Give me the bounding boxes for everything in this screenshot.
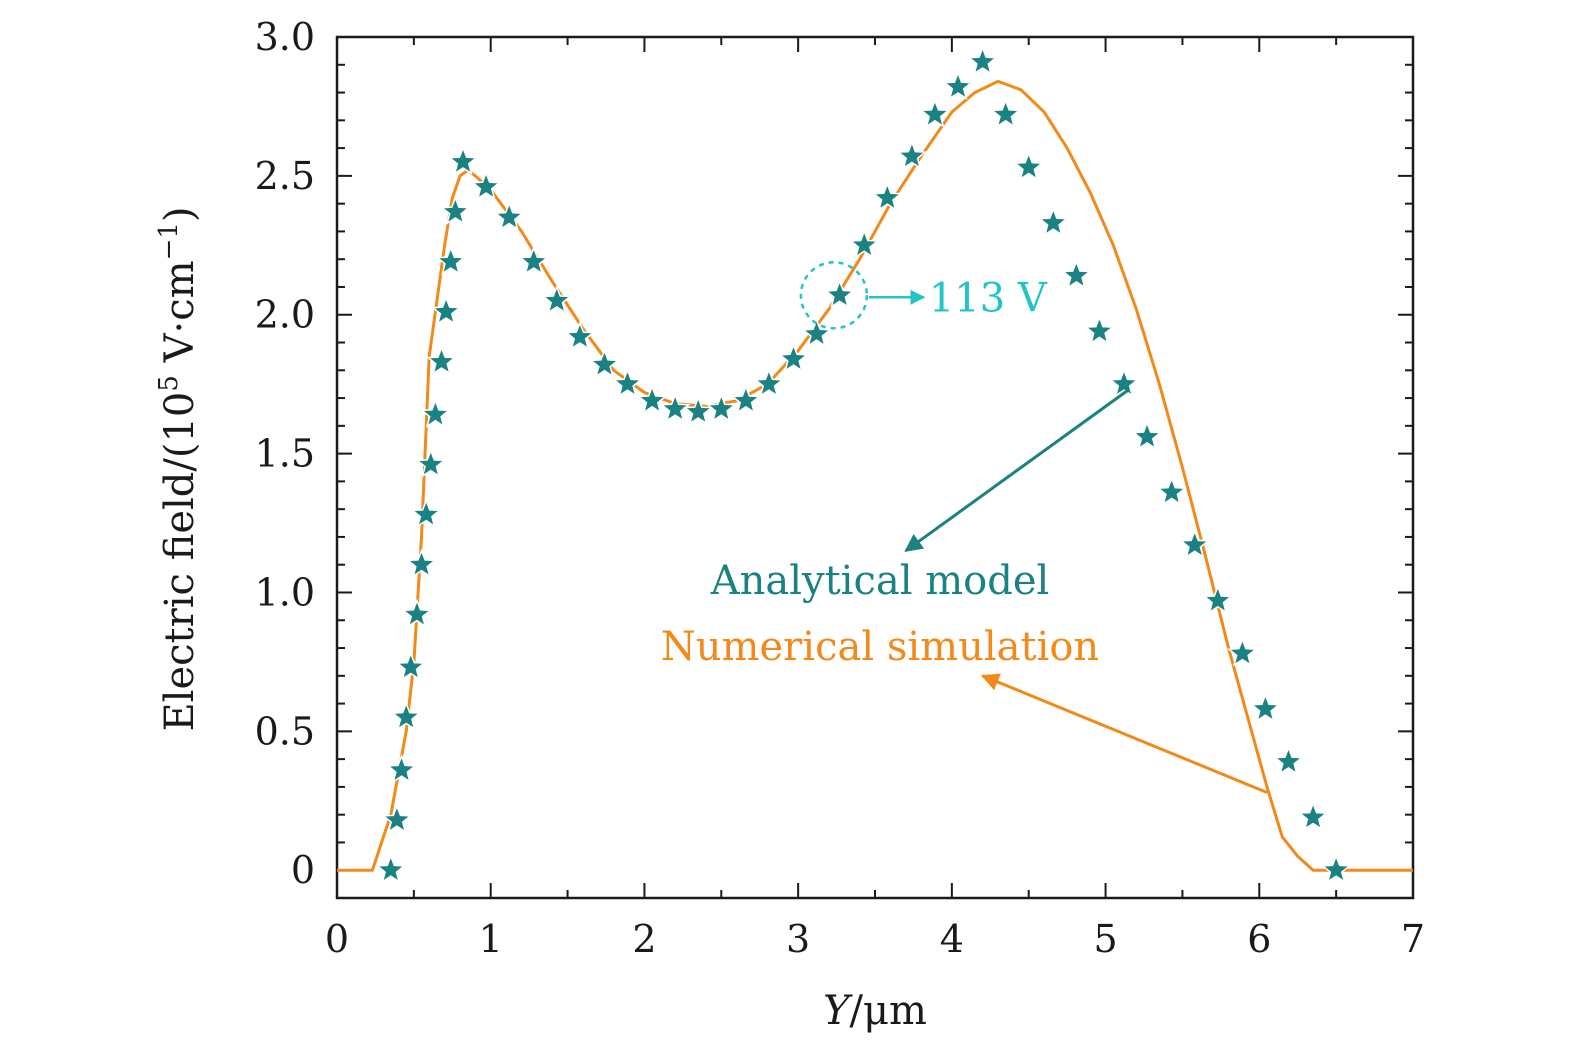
x-tick-label: 4 — [940, 917, 964, 961]
numerical-simulation-arrow — [980, 673, 1268, 794]
analytical-point — [493, 201, 525, 231]
analytical-point — [848, 229, 880, 259]
analytical-point — [386, 754, 417, 784]
analytical-point — [801, 318, 832, 348]
analytical-point — [564, 320, 596, 350]
analytical-point — [896, 140, 928, 170]
analytical-point — [659, 393, 691, 423]
x-tick-label: 6 — [1247, 917, 1271, 961]
y-axis-title-exponent-2: −1 — [154, 222, 184, 260]
analytical-point — [439, 195, 471, 225]
y-tick-label: 3.0 — [255, 15, 315, 59]
analytical-point — [381, 804, 413, 834]
analytical-point — [430, 295, 462, 325]
x-tick-label: 5 — [1093, 917, 1117, 961]
analytical-point — [1202, 584, 1234, 614]
analytical-point — [682, 395, 714, 425]
analytical-point — [426, 345, 457, 375]
analytical-point — [1156, 476, 1187, 506]
y-tick-label: 2.0 — [255, 293, 315, 337]
x-tick-label: 1 — [479, 917, 503, 961]
y-axis-title-exponent: 5 — [154, 375, 184, 392]
analytical-model-points — [375, 45, 1352, 884]
analytical-point — [778, 343, 809, 373]
analytical-point — [1273, 745, 1304, 775]
x-axis-ticks: 0 1 2 3 4 5 6 7 — [325, 37, 1425, 961]
legend-numerical-simulation: Numerical simulation — [661, 624, 1099, 670]
y-tick-label: 0 — [291, 848, 315, 892]
analytical-point — [1061, 259, 1092, 289]
analytical-point — [401, 598, 433, 628]
analytical-point — [541, 284, 573, 314]
y-axis-title-main: Electric field/(10 — [157, 392, 203, 732]
analytical-point — [470, 170, 502, 200]
analytical-point — [375, 854, 407, 884]
analytical-point — [518, 245, 550, 275]
numerical-simulation-line — [337, 79, 1413, 872]
analytical-point — [824, 279, 855, 309]
analytical-point — [1250, 693, 1281, 723]
plot-frame — [335, 35, 1415, 900]
y-tick-label: 1.5 — [255, 432, 315, 476]
analytical-point — [1131, 420, 1163, 451]
analytical-point — [753, 368, 785, 398]
y-axis-title-unit: V·cm — [157, 260, 203, 375]
analytical-point — [730, 384, 762, 414]
analytical-point — [447, 145, 479, 175]
x-tick-label: 0 — [325, 917, 349, 961]
y-axis-title-end: ) — [157, 206, 203, 222]
analytical-point — [919, 98, 951, 128]
analytical-point — [967, 45, 998, 75]
x-axis-title: Y/μm — [823, 988, 927, 1034]
analytical-point — [942, 70, 974, 100]
analytical-point — [390, 701, 422, 731]
analytical-point — [1108, 368, 1140, 398]
analytical-point — [990, 98, 1021, 128]
x-tick-label: 3 — [786, 917, 810, 961]
analytical-point — [395, 651, 427, 681]
voltage-callout-circle — [799, 261, 869, 330]
analytical-point — [1179, 529, 1210, 559]
analytical-point — [636, 384, 668, 414]
x-axis-title-unit: /μm — [850, 988, 927, 1034]
y-tick-label: 2.5 — [255, 154, 315, 198]
y-axis-ticks: 0 0.5 1.0 1.5 2.0 2.5 3.0 — [255, 15, 1413, 892]
analytical-point — [415, 448, 447, 478]
x-axis-title-variable: Y — [823, 988, 853, 1034]
analytical-point — [435, 245, 467, 275]
analytical-point — [410, 498, 442, 528]
analytical-point — [406, 548, 437, 578]
analytical-point — [1320, 854, 1352, 884]
analytical-point — [1013, 151, 1044, 181]
analytical-point — [1297, 801, 1329, 831]
analytical-point — [1227, 637, 1258, 667]
voltage-label: 113 V — [929, 275, 1048, 321]
analytical-point — [420, 398, 451, 428]
analytical-point — [1084, 315, 1115, 345]
analytical-point — [872, 182, 903, 212]
y-tick-label: 1.0 — [255, 570, 315, 614]
analytical-point — [1038, 207, 1069, 237]
x-tick-label: 2 — [632, 917, 656, 961]
y-axis-title: Electric field/(105 V·cm−1) — [154, 206, 203, 731]
analytical-point — [589, 348, 620, 378]
legend-analytical-model: Analytical model — [710, 558, 1050, 604]
analytical-model-arrow — [904, 388, 1130, 553]
x-tick-label: 7 — [1401, 917, 1425, 961]
analytical-point — [612, 368, 643, 398]
y-tick-label: 0.5 — [255, 709, 315, 753]
analytical-point — [706, 393, 737, 423]
